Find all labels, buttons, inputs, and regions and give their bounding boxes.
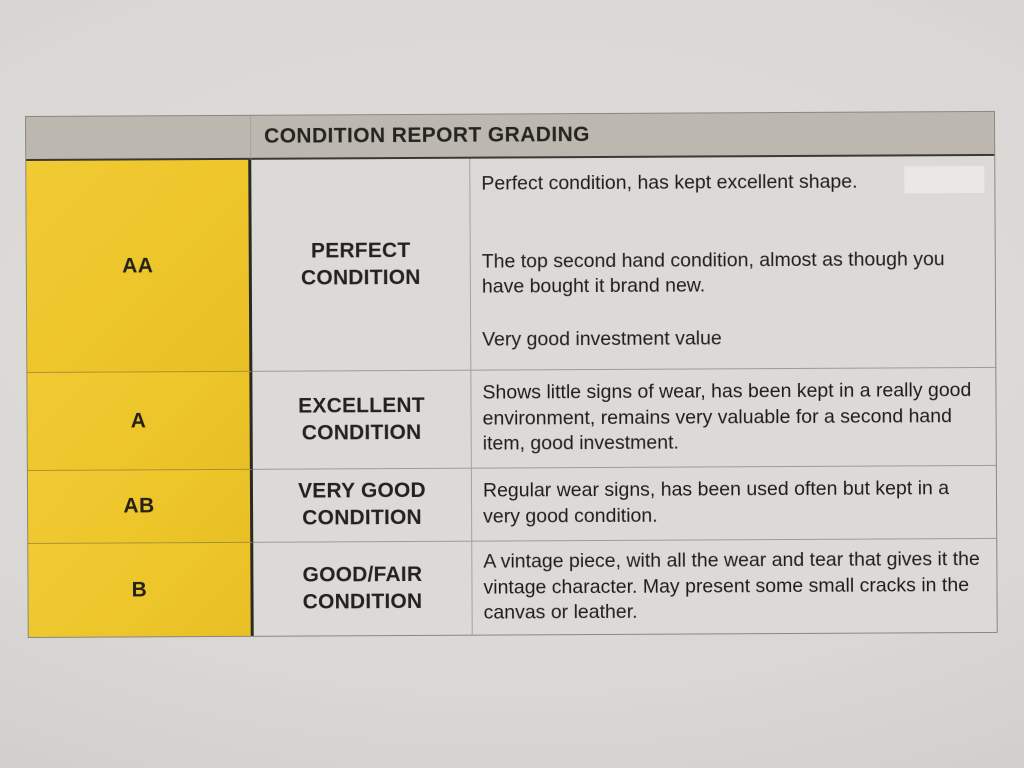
description-cell-a: Shows little signs of wear, has been kep… [471,367,996,469]
label-text: EXCELLENT CONDITION [298,393,425,445]
grade-cell-aa: AA [26,159,253,373]
table-title: CONDITION REPORT GRADING [251,111,995,160]
label-cell-aa: PERFECT CONDITION [251,158,472,372]
header-spacer-cell [26,115,252,161]
description-paragraph: The top second hand condition, almost as… [481,247,945,299]
condition-grading-table: CONDITION REPORT GRADING AA PERFECT COND… [25,110,998,638]
whiteout-patch [904,165,985,194]
description-paragraph: Shows little signs of wear, has been kep… [482,378,972,455]
label-text: PERFECT CONDITION [300,238,421,290]
grade-cell-a: A [27,371,253,471]
label-cell-ab: VERY GOOD CONDITION [252,468,473,543]
description-cell-aa: Perfect condition, has kept excellent sh… [470,155,996,371]
description-paragraph: A vintage piece, with all the wear and t… [483,547,980,624]
grade-cell-b: B [28,542,254,637]
description-paragraph: Perfect condition, has kept excellent sh… [481,170,858,195]
grade-cell-ab: AB [27,469,254,544]
label-text: VERY GOOD CONDITION [297,479,426,530]
description-cell-ab: Regular wear signs, has been used often … [471,465,997,542]
label-cell-b: GOOD/FAIR CONDITION [253,541,473,636]
description-paragraph: Very good investment value [482,327,722,351]
label-cell-a: EXCELLENT CONDITION [252,370,472,470]
label-text: GOOD/FAIR CONDITION [302,562,423,614]
description-cell-b: A vintage piece, with all the wear and t… [472,538,997,635]
description-paragraph: Regular wear signs, has been used often … [482,477,950,528]
